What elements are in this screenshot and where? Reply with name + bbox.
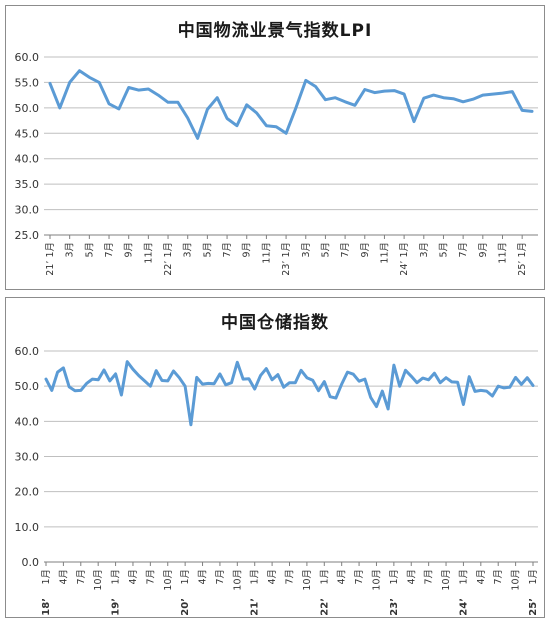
x-tick-label: 23’ 1月 xyxy=(281,242,292,276)
x-tick-label: 9月 xyxy=(242,242,253,258)
y-tick-label: 10.0 xyxy=(15,521,40,534)
x-tick-label: 10月 xyxy=(163,569,174,591)
x-tick-label: 7月 xyxy=(493,569,504,585)
x-year-label: 23’ xyxy=(389,598,400,616)
x-tick-label: 5月 xyxy=(320,242,331,258)
x-year-label: 22’ xyxy=(319,598,330,616)
x-tick-label: 4月 xyxy=(476,569,487,585)
x-tick-label: 7月 xyxy=(104,242,115,258)
x-tick-label: 7月 xyxy=(145,569,156,585)
x-tick-label: 5月 xyxy=(84,242,95,258)
y-tick-label: 20.0 xyxy=(15,486,40,499)
x-tick-label: 11月 xyxy=(261,242,272,264)
x-tick-label: 4月 xyxy=(337,569,348,585)
x-year-label: 19’ xyxy=(111,598,122,616)
x-tick-label: 22’ 1月 xyxy=(163,242,174,276)
x-tick-label: 9月 xyxy=(478,242,489,258)
x-tick-label: 7月 xyxy=(285,569,296,585)
series-line xyxy=(44,360,535,427)
x-tick-label: 11月 xyxy=(143,242,154,264)
x-tick-label: 10月 xyxy=(302,569,313,591)
x-tick-label: 1月 xyxy=(250,569,261,585)
x-tick-label: 7月 xyxy=(354,569,365,585)
x-tick-label: 1月 xyxy=(458,569,469,585)
x-tick-label: 1月 xyxy=(180,569,191,585)
x-tick-label: 9月 xyxy=(360,242,371,258)
x-tick-label: 7月 xyxy=(222,242,233,258)
x-tick-label: 10月 xyxy=(93,569,104,591)
y-tick-label: 25.0 xyxy=(15,229,40,242)
x-year-label: 18’ xyxy=(41,598,52,616)
x-tick-label: 3月 xyxy=(183,242,194,258)
y-tick-label: 40.0 xyxy=(15,415,40,428)
x-tick-label: 4月 xyxy=(58,569,69,585)
x-year-label: 21’ xyxy=(250,598,261,616)
y-tick-label: 30.0 xyxy=(15,451,40,464)
y-tick-label: 40.0 xyxy=(15,153,40,166)
x-tick-label: 7月 xyxy=(340,242,351,258)
x-tick-label: 1月 xyxy=(41,569,52,585)
x-tick-label: 3月 xyxy=(65,242,76,258)
x-tick-label: 3月 xyxy=(419,242,430,258)
x-tick-label: 7月 xyxy=(424,569,435,585)
lpi-chart-title: 中国物流业景气指数LPI xyxy=(177,21,373,41)
x-tick-label: 10月 xyxy=(441,569,452,591)
x-tick-label: 5月 xyxy=(438,242,449,258)
x-tick-label: 1月 xyxy=(111,569,122,585)
x-year-label: 20’ xyxy=(180,598,191,616)
x-year-label: 24’ xyxy=(458,598,469,616)
x-tick-label: 7月 xyxy=(215,569,226,585)
x-tick-label: 11月 xyxy=(379,242,390,264)
y-tick-label: 50.0 xyxy=(15,102,40,115)
x-tick-label: 10月 xyxy=(511,569,522,591)
y-tick-label: 0.0 xyxy=(22,556,40,569)
x-tick-label: 10月 xyxy=(232,569,243,591)
lpi-chart-panel: 中国物流业景气指数LPI 25.0 30.0 35.0 40.0 45.0 50.0 55.… xyxy=(5,5,545,290)
x-tick-label: 25’ 1月 xyxy=(517,242,528,276)
x-tick-label: 21’ 1月 xyxy=(45,242,56,276)
x-tick-label: 5月 xyxy=(202,242,213,258)
warehouse-chart-title: 中国仓储指数 xyxy=(221,313,329,333)
x-tick-label: 1月 xyxy=(528,569,539,585)
x-tick-label: 4月 xyxy=(128,569,139,585)
x-tick-label: 24’ 1月 xyxy=(399,242,410,276)
x-tick-label: 1月 xyxy=(319,569,330,585)
x-tick-label: 4月 xyxy=(406,569,417,585)
x-tick-label: 4月 xyxy=(267,569,278,585)
x-tick-label: 1月 xyxy=(389,569,400,585)
x-tick-label: 4月 xyxy=(198,569,209,585)
y-tick-label: 55.0 xyxy=(15,76,40,89)
y-tick-label: 35.0 xyxy=(15,178,40,191)
x-tick-label: 10月 xyxy=(371,569,382,591)
x-tick-label: 7月 xyxy=(458,242,469,258)
series-line xyxy=(48,69,534,140)
lpi-chart-svg: 25.0 30.0 35.0 40.0 45.0 50.0 55.0 60.0 21’ 1月 3月… xyxy=(15,51,538,276)
y-tick-label: 60.0 xyxy=(15,51,40,64)
x-tick-label: 3月 xyxy=(301,242,312,258)
x-tick-label: 11月 xyxy=(497,242,508,264)
y-tick-label: 45.0 xyxy=(15,127,40,140)
warehouse-chart-panel: 中国仓储指数 0.0 10.0 20.0 30.0 40.0 50.0 60.0 1月 4月 7月… xyxy=(5,297,545,618)
y-tick-label: 50.0 xyxy=(15,380,40,393)
x-tick-label: 9月 xyxy=(124,242,135,258)
x-tick-label: 7月 xyxy=(76,569,87,585)
y-tick-label: 60.0 xyxy=(15,345,40,358)
y-tick-label: 30.0 xyxy=(15,204,40,217)
x-year-label: 25’ xyxy=(528,598,539,616)
warehouse-chart-svg: 0.0 10.0 20.0 30.0 40.0 50.0 60.0 1月 4月 7月 10月 1月 4月… xyxy=(15,345,540,616)
